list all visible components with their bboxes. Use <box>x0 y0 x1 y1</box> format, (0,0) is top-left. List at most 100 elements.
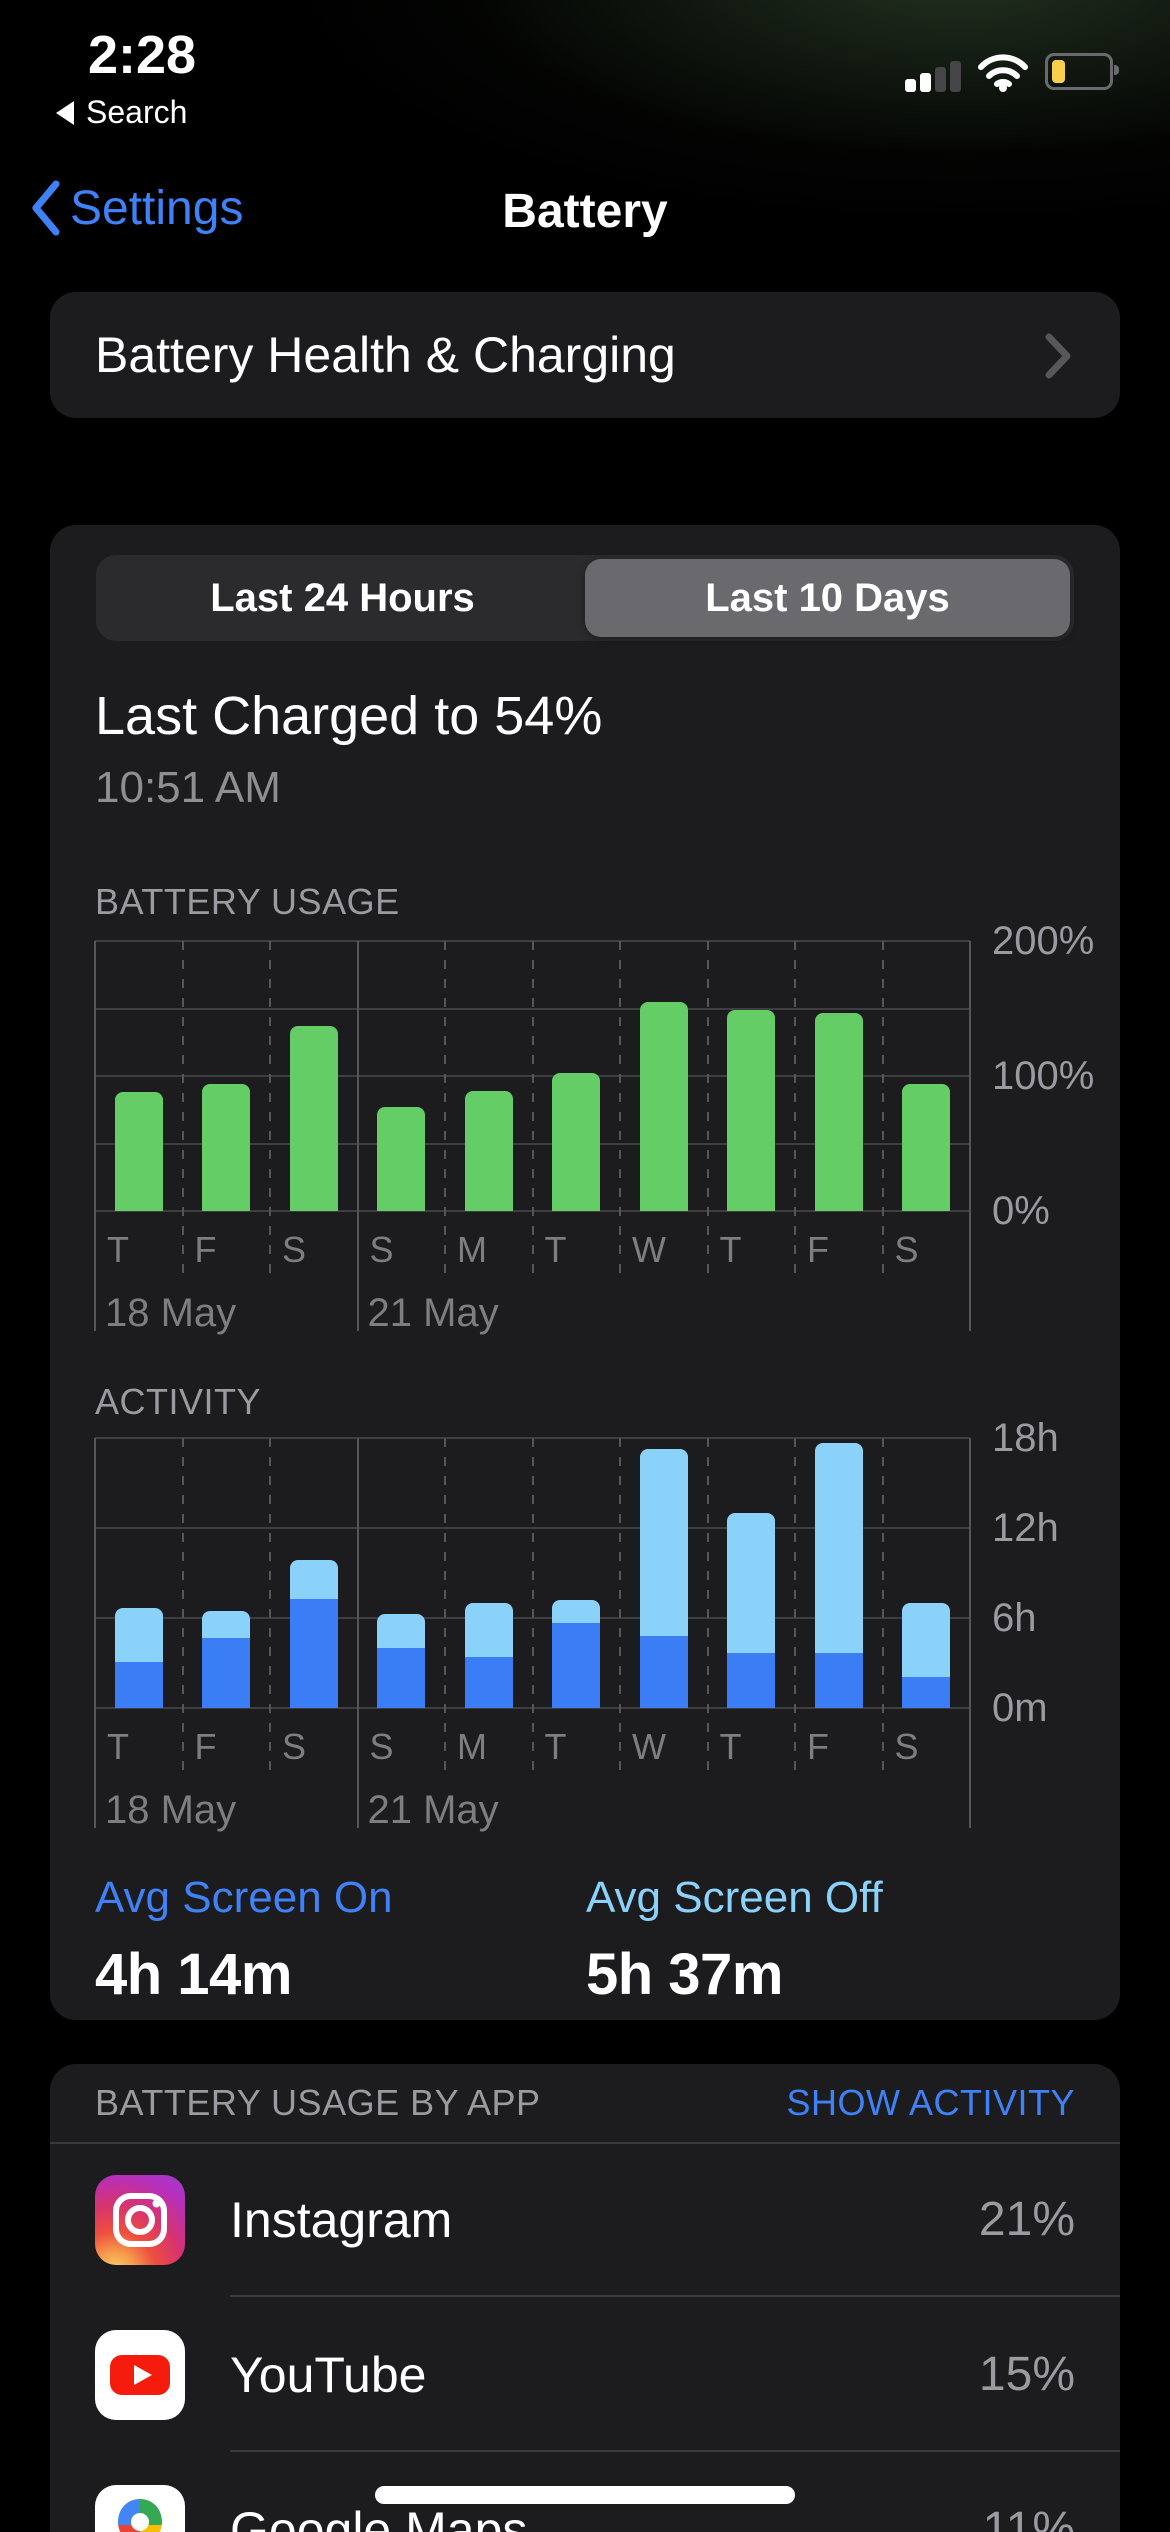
avg-screen-on-label: Avg Screen On <box>95 1873 393 1922</box>
activity-screen-on-bar[interactable] <box>289 1598 338 1708</box>
back-triangle-icon <box>56 100 74 125</box>
chevron-right-icon <box>1045 333 1071 379</box>
app-row-instagram[interactable]: Instagram 21% <box>50 2142 1120 2297</box>
activity-screen-on-bar[interactable] <box>814 1652 863 1708</box>
avg-screen-on-value: 4h 14m <box>95 1942 292 2007</box>
x-axis-day-label: T <box>544 1229 567 1270</box>
x-axis-day-label: S <box>282 1229 307 1270</box>
gridline-vertical-dashed <box>182 941 184 1273</box>
usage-bar[interactable] <box>552 1073 601 1211</box>
back-label: Settings <box>70 181 244 235</box>
gridline-vertical-dashed <box>444 1438 446 1770</box>
segment-last-24-hours[interactable]: Last 24 Hours <box>210 575 475 620</box>
usage-bar[interactable] <box>464 1090 513 1211</box>
y-axis-tick: 100% <box>992 1054 1095 1098</box>
activity-section-label: ACTIVITY <box>95 1381 262 1422</box>
navigation-bar: Settings Battery <box>0 178 1170 248</box>
x-axis-day-label: F <box>807 1229 829 1270</box>
x-axis-day-label: S <box>369 1229 394 1270</box>
gridline-vertical-solid <box>969 941 971 1331</box>
app-row-google-maps[interactable]: Google Maps 11% <box>50 2452 1120 2532</box>
apps-header-label: BATTERY USAGE BY APP <box>95 2082 541 2123</box>
activity-screen-on-bar[interactable] <box>377 1648 426 1708</box>
usage-bar[interactable] <box>202 1084 251 1211</box>
x-axis-day-label: S <box>282 1726 307 1767</box>
x-axis-day-label: M <box>457 1726 487 1767</box>
x-axis-date-label: 18 May <box>105 1788 237 1832</box>
back-to-settings-button[interactable]: Settings <box>28 178 243 238</box>
x-axis-day-label: F <box>194 1229 217 1270</box>
x-axis-date-label: 21 May <box>367 1788 499 1832</box>
gridline-vertical-dashed <box>182 1438 184 1770</box>
x-axis-day-label: F <box>807 1726 829 1767</box>
usage-bar[interactable] <box>727 1009 776 1211</box>
usage-bar[interactable] <box>902 1084 951 1211</box>
activity-chart: 18h 12h 6h 0m T F S S M T W T F S 18 May 21 May <box>94 1416 1059 1832</box>
back-to-app-pill[interactable]: Search <box>56 94 187 131</box>
battery-fill-low-power <box>1052 60 1065 83</box>
usage-bar[interactable] <box>639 1001 688 1211</box>
avg-screen-on-block: Avg Screen On 4h 14m <box>95 1873 393 2008</box>
x-axis-day-label: T <box>107 1229 129 1270</box>
x-axis-day-label: W <box>632 1726 666 1767</box>
x-axis-day-label: M <box>457 1229 487 1270</box>
battery-usage-by-app-card: BATTERY USAGE BY APP SHOW ACTIVITY Insta… <box>50 2064 1120 2532</box>
app-row-youtube[interactable]: YouTube 15% <box>50 2297 1120 2452</box>
avg-screen-off-block: Avg Screen Off 5h 37m <box>586 1873 883 2008</box>
x-axis-day-label: S <box>894 1726 919 1767</box>
gridline-vertical-dashed <box>269 941 271 1273</box>
x-axis-day-label: W <box>632 1229 666 1270</box>
battery-charts-card: Last 24 Hours Last 10 Days Last Charged … <box>50 525 1120 2020</box>
x-axis-day-label: T <box>107 1726 129 1767</box>
gridline-vertical-dashed <box>619 941 621 1273</box>
gridline-vertical-dashed <box>882 941 884 1273</box>
gridline-vertical-dashed <box>532 1438 534 1770</box>
y-axis-tick: 200% <box>992 919 1095 963</box>
app-usage-percent: 21% <box>978 2193 1075 2246</box>
x-axis-day-label: T <box>719 1726 742 1767</box>
app-name: Google Maps <box>230 2501 528 2532</box>
google-maps-icon <box>95 2484 185 2532</box>
x-axis-day-label: S <box>894 1229 919 1270</box>
gridline-vertical-dashed <box>794 941 796 1273</box>
page-title: Battery <box>502 185 668 238</box>
cellular-signal-icon <box>905 60 961 92</box>
battery-health-row[interactable]: Battery Health & Charging <box>50 292 1120 418</box>
segment-last-10-days[interactable]: Last 10 Days <box>585 559 1070 637</box>
battery-status-icon <box>1045 53 1119 90</box>
activity-screen-on-bar[interactable] <box>902 1676 951 1708</box>
activity-screen-on-bar[interactable] <box>464 1657 513 1708</box>
last-charged-time: 10:51 AM <box>95 763 281 812</box>
header-separator <box>50 2142 1120 2144</box>
avg-screen-off-value: 5h 37m <box>586 1942 783 2007</box>
x-axis-day-label: S <box>369 1726 394 1767</box>
gridline-vertical-solid <box>357 1438 359 1828</box>
home-indicator[interactable] <box>375 2486 795 2504</box>
x-axis-date-label: 18 May <box>105 1291 237 1335</box>
y-axis-tick: 18h <box>992 1416 1059 1460</box>
battery-usage-chart: 200% 100% 0% T F S S M T W T F S 18 May 21 May <box>94 919 1094 1335</box>
usage-bar[interactable] <box>289 1026 338 1211</box>
activity-screen-on-bar[interactable] <box>202 1637 251 1708</box>
x-axis-date-label: 21 May <box>367 1291 499 1335</box>
battery-health-label: Battery Health & Charging <box>95 327 676 383</box>
activity-screen-on-bar[interactable] <box>639 1636 688 1708</box>
activity-screen-on-bar[interactable] <box>114 1661 163 1708</box>
gridline-vertical-solid <box>94 1438 96 1828</box>
usage-bar[interactable] <box>377 1107 426 1211</box>
show-activity-button[interactable]: SHOW ACTIVITY <box>786 2082 1075 2123</box>
y-axis-tick: 6h <box>992 1596 1037 1640</box>
apps-section-header: BATTERY USAGE BY APP SHOW ACTIVITY <box>95 2064 1075 2142</box>
activity-screen-on-bar[interactable] <box>552 1622 601 1708</box>
battery-usage-section-label: BATTERY USAGE <box>95 881 400 922</box>
x-axis-day-label: T <box>719 1229 742 1270</box>
row-separator <box>230 2450 1120 2452</box>
gridline-vertical-dashed <box>794 1438 796 1770</box>
time-range-segmented-control: Last 24 Hours Last 10 Days <box>96 555 1074 641</box>
usage-bar[interactable] <box>114 1092 163 1211</box>
y-axis-tick: 12h <box>992 1506 1059 1550</box>
activity-screen-on-bar[interactable] <box>727 1652 776 1708</box>
usage-bar[interactable] <box>814 1012 863 1211</box>
back-app-label: Search <box>86 94 188 130</box>
